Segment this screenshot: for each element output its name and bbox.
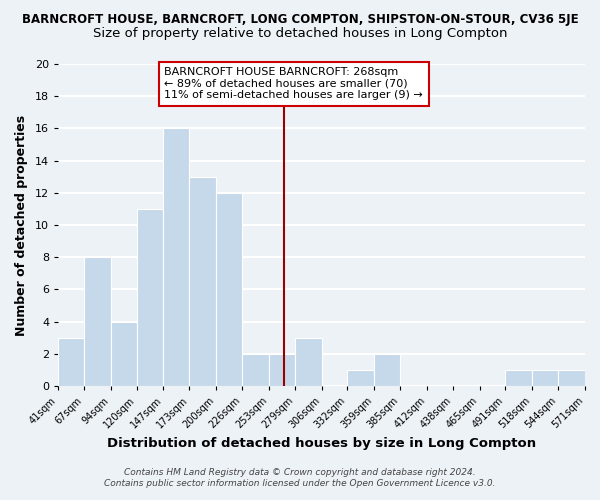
Bar <box>374 354 400 386</box>
Bar <box>532 370 558 386</box>
Bar <box>295 338 322 386</box>
Bar <box>58 338 84 386</box>
X-axis label: Distribution of detached houses by size in Long Compton: Distribution of detached houses by size … <box>107 437 536 450</box>
Text: Size of property relative to detached houses in Long Compton: Size of property relative to detached ho… <box>93 28 507 40</box>
Text: BARNCROFT HOUSE BARNCROFT: 268sqm
← 89% of detached houses are smaller (70)
11% : BARNCROFT HOUSE BARNCROFT: 268sqm ← 89% … <box>164 67 423 100</box>
Bar <box>269 354 295 386</box>
Bar <box>137 209 163 386</box>
Text: Contains HM Land Registry data © Crown copyright and database right 2024.
Contai: Contains HM Land Registry data © Crown c… <box>104 468 496 487</box>
Bar <box>242 354 269 386</box>
Y-axis label: Number of detached properties: Number of detached properties <box>15 114 28 336</box>
Bar <box>163 128 190 386</box>
Text: BARNCROFT HOUSE, BARNCROFT, LONG COMPTON, SHIPSTON-ON-STOUR, CV36 5JE: BARNCROFT HOUSE, BARNCROFT, LONG COMPTON… <box>22 12 578 26</box>
Bar <box>558 370 585 386</box>
Bar <box>216 193 242 386</box>
Bar <box>111 322 137 386</box>
Bar <box>505 370 532 386</box>
Bar <box>347 370 374 386</box>
Bar <box>84 258 111 386</box>
Bar <box>190 176 216 386</box>
